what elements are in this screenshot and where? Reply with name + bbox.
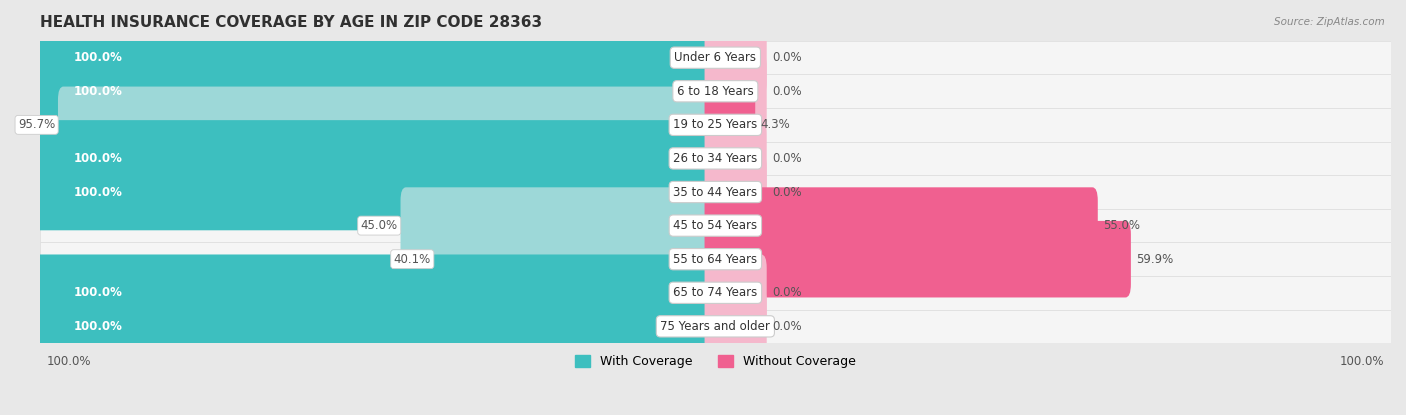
Bar <box>39 74 1391 108</box>
FancyBboxPatch shape <box>30 154 725 230</box>
Text: 75 Years and older: 75 Years and older <box>661 320 770 333</box>
Text: 100.0%: 100.0% <box>73 286 122 299</box>
Text: 0.0%: 0.0% <box>772 85 801 98</box>
FancyBboxPatch shape <box>30 53 725 129</box>
Text: 100.0%: 100.0% <box>46 355 91 368</box>
FancyBboxPatch shape <box>704 221 1130 298</box>
Text: 100.0%: 100.0% <box>73 85 122 98</box>
Text: 0.0%: 0.0% <box>772 51 801 64</box>
Text: 19 to 25 Years: 19 to 25 Years <box>673 118 758 132</box>
Text: 0.0%: 0.0% <box>772 286 801 299</box>
FancyBboxPatch shape <box>401 187 725 264</box>
Bar <box>39 209 1391 242</box>
Bar <box>39 108 1391 142</box>
FancyBboxPatch shape <box>704 87 755 163</box>
FancyBboxPatch shape <box>704 120 766 197</box>
Text: 95.7%: 95.7% <box>18 118 55 132</box>
Bar <box>39 242 1391 276</box>
Bar <box>39 276 1391 310</box>
Text: 45.0%: 45.0% <box>361 219 398 232</box>
FancyBboxPatch shape <box>704 254 766 331</box>
Text: HEALTH INSURANCE COVERAGE BY AGE IN ZIP CODE 28363: HEALTH INSURANCE COVERAGE BY AGE IN ZIP … <box>39 15 541 30</box>
Text: 59.9%: 59.9% <box>1136 253 1174 266</box>
Text: 40.1%: 40.1% <box>394 253 430 266</box>
Bar <box>39 41 1391 74</box>
Text: 100.0%: 100.0% <box>1340 355 1385 368</box>
FancyBboxPatch shape <box>30 254 725 331</box>
Text: 65 to 74 Years: 65 to 74 Years <box>673 286 758 299</box>
FancyBboxPatch shape <box>704 53 766 129</box>
FancyBboxPatch shape <box>30 120 725 197</box>
Text: 26 to 34 Years: 26 to 34 Years <box>673 152 758 165</box>
FancyBboxPatch shape <box>433 221 725 298</box>
FancyBboxPatch shape <box>704 187 1098 264</box>
FancyBboxPatch shape <box>704 20 766 96</box>
Text: 6 to 18 Years: 6 to 18 Years <box>676 85 754 98</box>
Text: 55 to 64 Years: 55 to 64 Years <box>673 253 758 266</box>
FancyBboxPatch shape <box>704 154 766 230</box>
Text: 100.0%: 100.0% <box>73 152 122 165</box>
Text: 55.0%: 55.0% <box>1104 219 1140 232</box>
FancyBboxPatch shape <box>58 87 725 163</box>
FancyBboxPatch shape <box>30 20 725 96</box>
Text: 45 to 54 Years: 45 to 54 Years <box>673 219 758 232</box>
Bar <box>39 175 1391 209</box>
Legend: With Coverage, Without Coverage: With Coverage, Without Coverage <box>571 350 860 374</box>
Bar <box>39 142 1391 175</box>
Text: 35 to 44 Years: 35 to 44 Years <box>673 186 758 198</box>
Text: 100.0%: 100.0% <box>73 320 122 333</box>
Text: 0.0%: 0.0% <box>772 152 801 165</box>
Text: 0.0%: 0.0% <box>772 186 801 198</box>
Text: 0.0%: 0.0% <box>772 320 801 333</box>
Text: 100.0%: 100.0% <box>73 186 122 198</box>
FancyBboxPatch shape <box>704 288 766 365</box>
FancyBboxPatch shape <box>30 288 725 365</box>
Text: 100.0%: 100.0% <box>73 51 122 64</box>
Bar <box>39 310 1391 343</box>
Text: Source: ZipAtlas.com: Source: ZipAtlas.com <box>1274 17 1385 27</box>
Text: Under 6 Years: Under 6 Years <box>675 51 756 64</box>
Text: 4.3%: 4.3% <box>761 118 790 132</box>
